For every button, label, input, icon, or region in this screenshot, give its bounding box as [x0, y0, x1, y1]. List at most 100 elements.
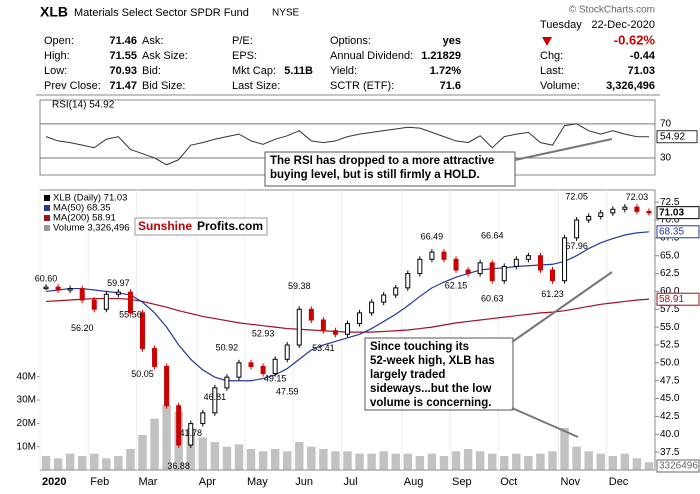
candle: [489, 262, 495, 282]
candle: [405, 273, 411, 289]
legend-swatch: [44, 195, 50, 201]
volume-bar: [319, 449, 328, 470]
price-label: 52.93: [252, 328, 275, 338]
rsi-line: [45, 123, 649, 166]
volume-bar: [512, 453, 521, 470]
quote-label: Bid:: [142, 65, 161, 77]
quote-label: Low:: [44, 65, 67, 77]
stat-label: Volume:: [540, 80, 580, 92]
price-label: 59.97: [107, 278, 130, 288]
last-value-label: 68.35: [659, 226, 684, 237]
volume-bar: [487, 453, 497, 470]
volume-bar: [632, 458, 642, 470]
legend-swatch: [44, 225, 50, 231]
last-value-box: [656, 459, 700, 473]
candle: [441, 251, 447, 260]
last-value-label: 58.91: [659, 294, 684, 305]
volume-bar: [596, 453, 605, 470]
candle: [272, 358, 278, 375]
volume-bar: [548, 451, 557, 470]
quote-label: Bid Size:: [142, 80, 185, 92]
annotation-text: The RSI has dropped to a more attractive: [270, 155, 494, 167]
price-label: 60.63: [481, 293, 504, 303]
x-tick-label: Jul: [343, 476, 357, 488]
last-value-label: 54.92: [660, 131, 685, 142]
quote-label: EPS:: [232, 50, 257, 62]
y-tick-label: 70: [660, 119, 672, 130]
volume-bar: [162, 404, 171, 470]
candle: [43, 286, 49, 290]
volume-bar: [270, 449, 280, 470]
quote-label: Ask:: [142, 35, 163, 47]
quote-value: 71.6: [440, 80, 461, 92]
candle: [260, 365, 266, 375]
x-tick-label: Feb: [90, 476, 109, 488]
y-tick-label: 37.5: [660, 447, 680, 458]
logo-box: [134, 217, 268, 236]
quote-label: P/E:: [232, 35, 253, 47]
price-label: 66.64: [481, 230, 504, 240]
candle: [224, 376, 230, 389]
volume-bar: [222, 446, 232, 470]
candle: [176, 405, 182, 446]
legend-label: MA(50) 68.35: [53, 203, 111, 214]
logo-text: Sunshine: [138, 219, 192, 233]
stat-label: Last:: [540, 65, 564, 77]
stat-value: 71.03: [627, 65, 655, 77]
quote-label: Annual Dividend:: [330, 50, 413, 62]
volume-bar: [53, 458, 63, 470]
volume-bar: [524, 456, 533, 470]
x-tick-label: Jun: [295, 476, 313, 488]
candle: [574, 219, 580, 239]
price-label: 62.15: [445, 280, 468, 290]
volume-bar: [126, 449, 135, 470]
volume-bar: [258, 451, 268, 470]
annotation-box: [364, 337, 514, 411]
legend-label: Volume 3,326,496: [53, 223, 130, 234]
x-tick-label: Oct: [500, 476, 517, 488]
annotation-text: volume is concerning.: [370, 397, 491, 409]
annotation-arrows: [511, 138, 613, 438]
down-arrow: [542, 37, 552, 46]
volume-bar: [90, 453, 99, 470]
x-tick-label: Sep: [452, 476, 472, 488]
price-label: 53.41: [312, 343, 335, 353]
candle: [164, 365, 170, 407]
quote-value: yes: [443, 35, 461, 47]
candle: [501, 265, 507, 282]
candle: [634, 206, 640, 212]
candle: [332, 330, 338, 335]
y2-tick-label: 40M: [17, 371, 36, 382]
annotation-text: 52-week high, XLB has: [370, 355, 495, 367]
y-tick-label: 30: [660, 153, 672, 164]
price-label: 67.96: [565, 241, 588, 251]
price-label: 60.60: [35, 274, 58, 284]
volume-bar: [307, 446, 316, 470]
ma-line: [45, 231, 650, 382]
annotation-box: [264, 151, 516, 187]
stat-label: Chg:: [540, 50, 563, 62]
candle: [610, 208, 616, 214]
volume-bar: [427, 453, 437, 470]
annotation-text: sideways...but the low: [370, 383, 491, 395]
day: Tuesday: [540, 19, 582, 31]
candle: [55, 286, 61, 291]
arrow: [511, 407, 579, 438]
price-label: 50.92: [216, 343, 239, 353]
legend-label: MA(200) 58.91: [53, 213, 116, 224]
price-label: 66.49: [421, 231, 444, 241]
legend-label: XLB (Daily) 71.03: [53, 193, 127, 204]
volume-bar: [439, 456, 449, 470]
volume-bar: [210, 442, 220, 470]
volume-bar: [331, 451, 340, 470]
volume-bar: [367, 453, 376, 470]
price-label: 41.78: [179, 428, 202, 438]
y-tick-label: 72.5: [660, 197, 680, 208]
y-tick-label: 50.0: [660, 357, 680, 368]
volume-bar: [77, 456, 87, 470]
volume-bar: [379, 451, 388, 470]
candle: [646, 210, 652, 214]
quote-value: 71.55: [109, 50, 137, 62]
candle: [345, 323, 350, 335]
